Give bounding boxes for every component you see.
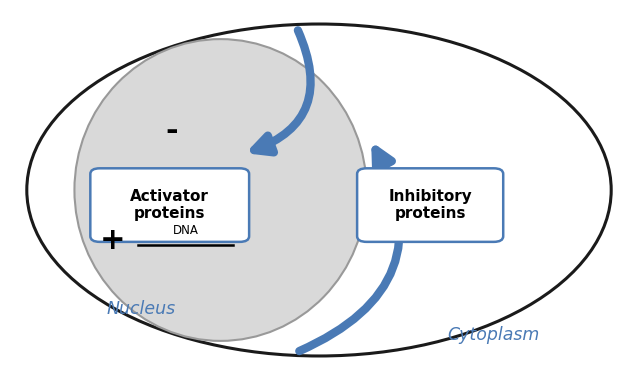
Text: Activator
proteins: Activator proteins [130, 189, 209, 221]
Ellipse shape [27, 24, 611, 356]
Text: Inhibitory
proteins: Inhibitory proteins [389, 189, 472, 221]
Text: Nucleus: Nucleus [107, 300, 175, 318]
Text: Cytoplasm: Cytoplasm [448, 326, 540, 344]
Text: +: + [100, 226, 125, 255]
Text: -: - [165, 117, 178, 146]
FancyBboxPatch shape [357, 168, 503, 242]
Text: DNA: DNA [173, 224, 198, 237]
Ellipse shape [75, 39, 367, 341]
FancyBboxPatch shape [91, 168, 249, 242]
